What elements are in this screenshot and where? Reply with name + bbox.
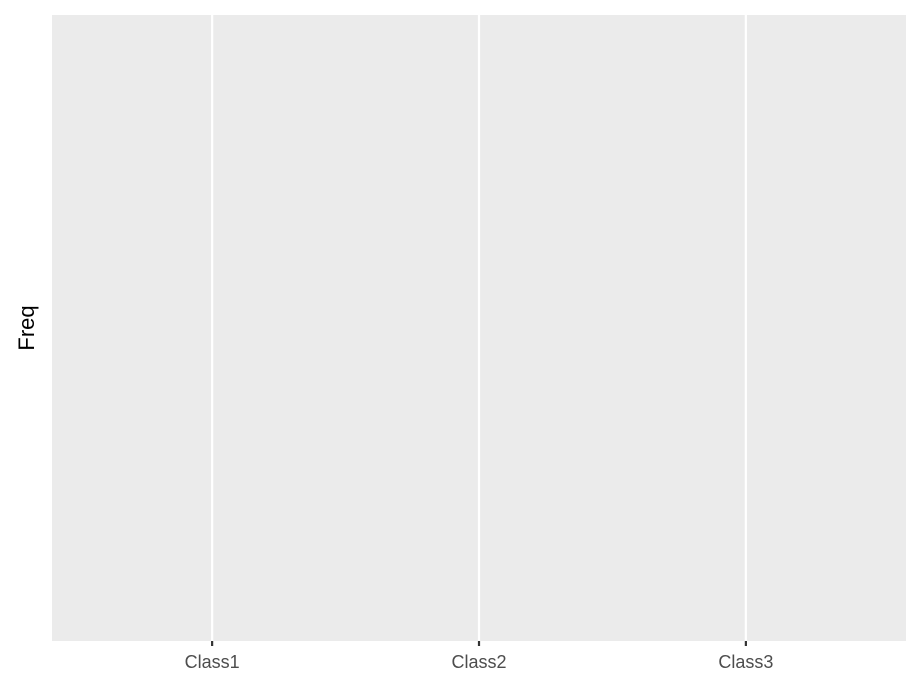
x-tick-label: Class2 (451, 652, 506, 672)
y-axis-label: Freq (14, 305, 39, 350)
x-tick-label: Class1 (185, 652, 240, 672)
x-tick-label: Class3 (718, 652, 773, 672)
